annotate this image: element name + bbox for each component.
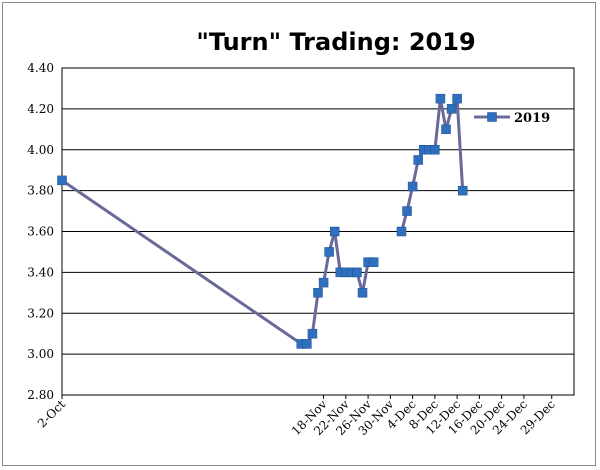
x-tick-label: 2-Oct: [35, 397, 68, 430]
y-axis-ticks: 2.80 3.00 3.20 3.40 3.60 3.80 4.00 4.20 4.40: [27, 61, 54, 402]
data-point: [407, 181, 418, 192]
y-tick-label: 4.00: [27, 143, 54, 157]
y-tick-label: 3.00: [27, 347, 54, 361]
y-tick-label: 3.20: [27, 306, 54, 320]
chart-title: "Turn" Trading: 2019: [196, 28, 475, 56]
data-point: [452, 93, 462, 104]
data-point: [329, 226, 340, 237]
chart-frame: [2, 2, 596, 466]
data-point: [396, 226, 407, 237]
data-point: [368, 257, 379, 267]
data-point: [446, 104, 457, 114]
plot-area: [61, 67, 575, 396]
data-point: [402, 206, 412, 216]
data-point: [357, 288, 368, 298]
x-axis-ticks: 2-Oct 18-Nov22-Nov26-Nov30-Nov4-Dec8-Dec1…: [35, 395, 558, 438]
legend-label: 2019: [514, 111, 550, 126]
data-point: [435, 93, 446, 104]
data-point: [352, 267, 362, 278]
y-tick-label: 4.40: [27, 61, 54, 75]
data-point: [324, 247, 334, 257]
data-point: [307, 328, 318, 339]
legend-marker: [487, 112, 497, 122]
y-tick-label: 3.40: [27, 265, 54, 279]
data-point: [302, 339, 312, 349]
data-point: [313, 288, 323, 298]
data-point: [57, 175, 67, 186]
data-point: [413, 155, 423, 165]
legend: 2019: [474, 111, 550, 126]
y-tick-label: 3.60: [27, 225, 54, 239]
data-point: [457, 185, 468, 196]
data-point: [318, 277, 329, 288]
data-point: [430, 145, 440, 155]
y-tick-label: 2.80: [27, 388, 54, 402]
series-2019: [57, 93, 468, 349]
data-point: [441, 124, 451, 135]
y-tick-label: 3.80: [27, 184, 54, 198]
series-line-segment: [61, 179, 374, 346]
y-tick-label: 4.20: [27, 102, 54, 116]
